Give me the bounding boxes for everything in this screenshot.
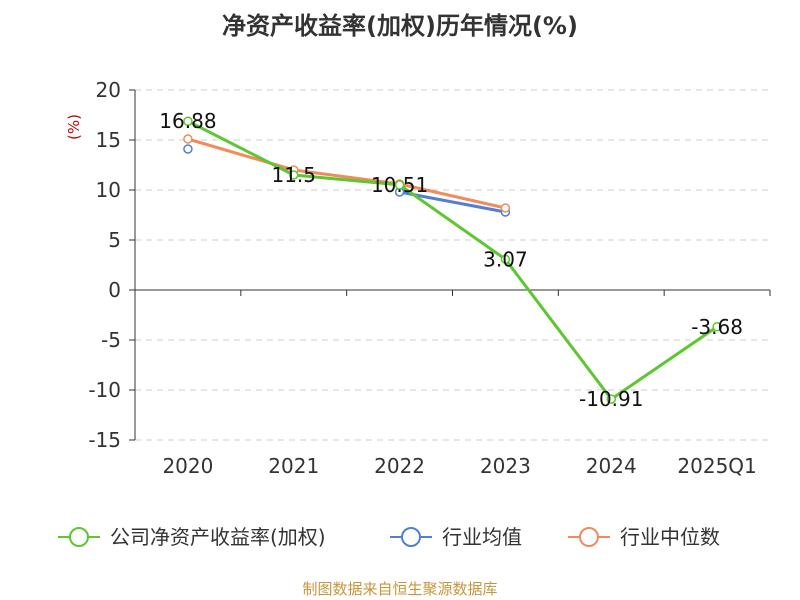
data-point xyxy=(606,394,616,404)
data-point xyxy=(183,134,193,144)
legend-marker-icon xyxy=(579,527,599,547)
legend: 公司净资产收益率(加权) 行业均值 行业中位数 xyxy=(58,525,720,549)
legend-marker-icon xyxy=(69,527,89,547)
y-axis-unit-label: (%) xyxy=(65,114,83,140)
axis-layer: 20 15 10 5 0 -5 -10 -15 2020 2021 2022 2023 2024 2025… xyxy=(65,78,771,478)
data-point xyxy=(183,116,193,126)
y-tick-label: 5 xyxy=(108,228,121,252)
x-tick-label: 2020 xyxy=(162,454,213,478)
legend-label: 行业中位数 xyxy=(620,525,720,549)
data-point xyxy=(712,322,722,332)
data-point xyxy=(394,180,405,190)
legend-marker-icon xyxy=(401,527,421,547)
series-line xyxy=(187,137,506,210)
series-line xyxy=(187,119,718,401)
data-label: -10.91 xyxy=(579,387,643,411)
data-label: 16.88 xyxy=(159,109,216,133)
y-tick-label: -15 xyxy=(88,428,121,452)
label-layer: 16.88 11.5 10.51 3.07 -10.91 -3.68 xyxy=(159,109,743,411)
x-tick-label: 2021 xyxy=(268,454,319,478)
x-tick-label: 2022 xyxy=(374,454,425,478)
y-tick-label: -5 xyxy=(101,328,121,352)
data-label: -3.68 xyxy=(691,315,743,339)
x-tick-label: 2024 xyxy=(586,454,637,478)
data-point xyxy=(500,203,511,213)
y-tick-label: 0 xyxy=(108,278,121,302)
x-tick-label: 2023 xyxy=(480,454,531,478)
data-label: 10.51 xyxy=(371,173,428,197)
data-point xyxy=(183,144,193,154)
y-tick-label: 20 xyxy=(96,78,121,102)
legend-label: 行业均值 xyxy=(442,525,522,549)
legend-label: 公司净资产收益率(加权) xyxy=(110,525,326,549)
data-point xyxy=(500,254,511,265)
y-tick-label: -10 xyxy=(88,378,121,402)
grid-layer xyxy=(135,89,770,441)
x-tick-label: 2025Q1 xyxy=(677,454,756,478)
y-tick-label: 10 xyxy=(96,178,121,202)
data-point xyxy=(289,170,299,180)
chart-title: 净资产收益率(加权)历年情况(%) xyxy=(222,12,578,40)
data-source-footer: 制图数据来自恒生聚源数据库 xyxy=(302,580,498,598)
data-label: 3.07 xyxy=(483,247,528,271)
y-tick-label: 15 xyxy=(96,128,121,152)
series-line xyxy=(399,190,506,214)
series-layer xyxy=(183,116,722,404)
data-label: 11.5 xyxy=(271,163,316,187)
